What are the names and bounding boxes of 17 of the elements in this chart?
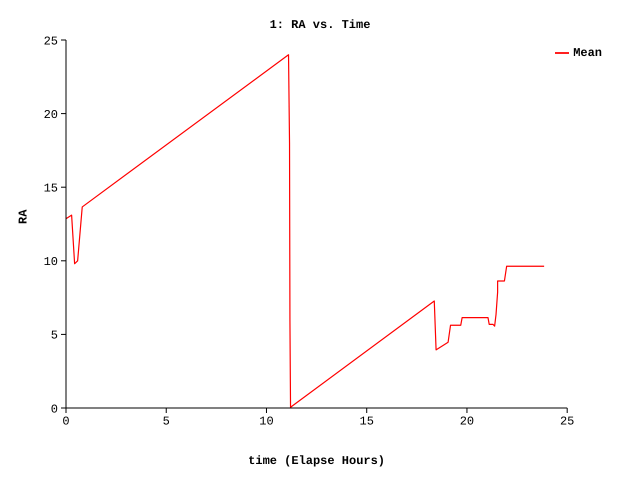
x-tick-label: 25 (560, 414, 574, 429)
y-tick-label: 0 (50, 402, 58, 416)
y-tick-label: 5 (50, 328, 58, 343)
x-axis-title: time (Elapse Hours) (248, 454, 386, 468)
y-axis-title: RA (16, 208, 30, 224)
x-tick-label: 20 (460, 414, 474, 429)
x-tick-label: 10 (259, 414, 274, 429)
y-tick-label: 15 (44, 181, 58, 196)
y-tick-label: 25 (44, 34, 58, 48)
line-series (66, 54, 545, 408)
y-tick-label: 10 (44, 255, 58, 270)
y-tick-label: 20 (44, 108, 58, 122)
x-tick-label: 15 (360, 414, 374, 429)
chart-title: 1: RA vs. Time (268, 18, 372, 32)
x-tick-label: 5 (162, 414, 170, 429)
legend-label: Mean (573, 46, 602, 60)
x-tick-label: 0 (62, 414, 70, 429)
